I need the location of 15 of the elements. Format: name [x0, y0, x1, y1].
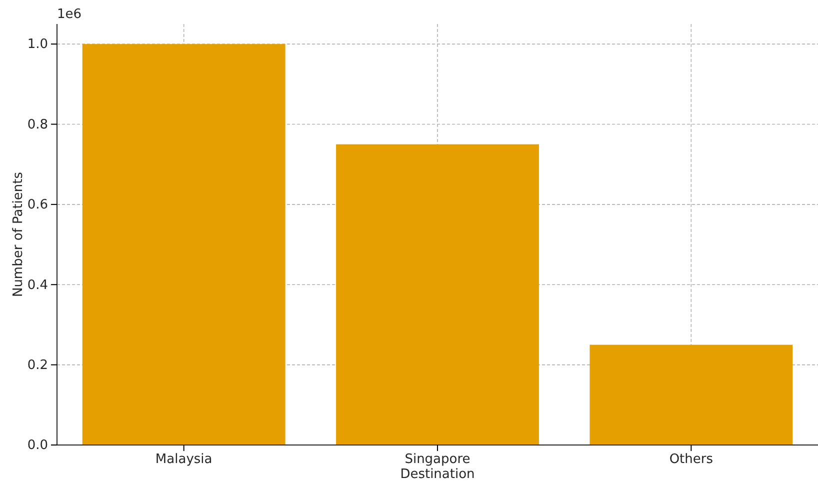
- bar: [336, 144, 539, 445]
- y-tick-label: 0.0: [27, 438, 48, 454]
- y-tick-label: 0.2: [27, 358, 48, 373]
- bar: [590, 344, 793, 445]
- y-tick-label: 0.4: [27, 278, 48, 293]
- y-axis-title: Number of Patients: [11, 172, 26, 298]
- x-axis-title: Destination: [400, 467, 475, 481]
- bar: [82, 44, 286, 445]
- y-tick-label: 1.0: [27, 37, 48, 52]
- y-tick-label: 0.8: [27, 117, 48, 132]
- x-tick-label: Singapore: [404, 452, 470, 468]
- x-tick-label: Malaysia: [155, 452, 212, 468]
- y-tick-label: 0.6: [27, 198, 48, 213]
- x-tick-label: Others: [669, 452, 714, 468]
- text: 1e6: [57, 7, 82, 22]
